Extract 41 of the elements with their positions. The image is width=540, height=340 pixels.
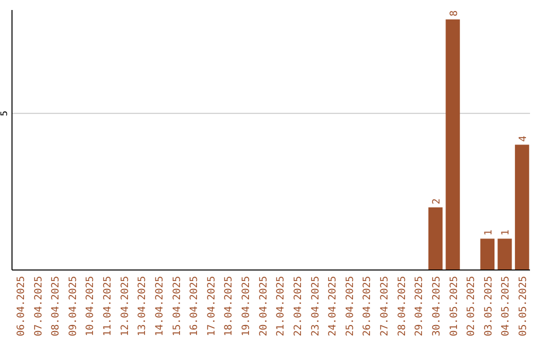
x-tick-label: 21.04.2025 [276, 276, 287, 336]
x-tick-label: 30.04.2025 [431, 276, 442, 336]
data-label: 1 [483, 230, 494, 236]
x-tick-label: 18.04.2025 [224, 276, 235, 336]
x-tick-label: 11.04.2025 [102, 276, 114, 336]
x-tick-label: 27.04.2025 [380, 276, 391, 336]
data-label: 2 [431, 198, 442, 204]
bar [480, 238, 495, 270]
x-tick-label: 26.04.2025 [362, 276, 374, 336]
x-tick-label: 14.04.2025 [154, 276, 166, 336]
x-tick-label: 08.04.2025 [50, 276, 62, 336]
x-tick-label: 02.05.2025 [466, 276, 478, 336]
x-tick-label: 05.05.2025 [518, 276, 530, 336]
data-label: 4 [518, 136, 530, 142]
x-tick-label: 15.04.2025 [172, 276, 183, 336]
bar [514, 144, 530, 270]
x-tick-label: 09.04.2025 [68, 276, 79, 336]
x-tick-label: 07.04.2025 [33, 276, 44, 336]
x-tick-label: 12.04.2025 [120, 276, 131, 336]
x-tick-label: 16.04.2025 [189, 276, 200, 336]
x-tick-label: 01.05.2025 [448, 276, 460, 336]
x-tick-label: 03.05.2025 [483, 276, 494, 336]
bar [446, 19, 460, 270]
bar [498, 238, 512, 270]
ref-line-label: 5 [0, 110, 10, 116]
bar [428, 207, 443, 270]
x-tick-label: 29.04.2025 [414, 276, 426, 336]
x-tick-label: 28.04.2025 [396, 276, 408, 336]
x-tick-label: 13.04.2025 [137, 276, 148, 336]
x-tick-label: 24.04.2025 [328, 276, 339, 336]
data-label: 8 [448, 10, 460, 16]
data-label: 1 [500, 230, 512, 236]
x-tick-label: 20.04.2025 [258, 276, 270, 336]
x-tick-label: 19.04.2025 [241, 276, 252, 336]
x-tick-label: 23.04.2025 [310, 276, 322, 336]
x-tick-label: 10.04.2025 [85, 276, 96, 336]
x-tick-label: 06.04.2025 [16, 276, 27, 336]
x-tick-label: 17.04.2025 [206, 276, 218, 336]
x-tick-label: 25.04.2025 [344, 276, 356, 336]
x-tick-label: 04.05.2025 [500, 276, 512, 336]
x-tick-label: 22.04.2025 [292, 276, 304, 336]
